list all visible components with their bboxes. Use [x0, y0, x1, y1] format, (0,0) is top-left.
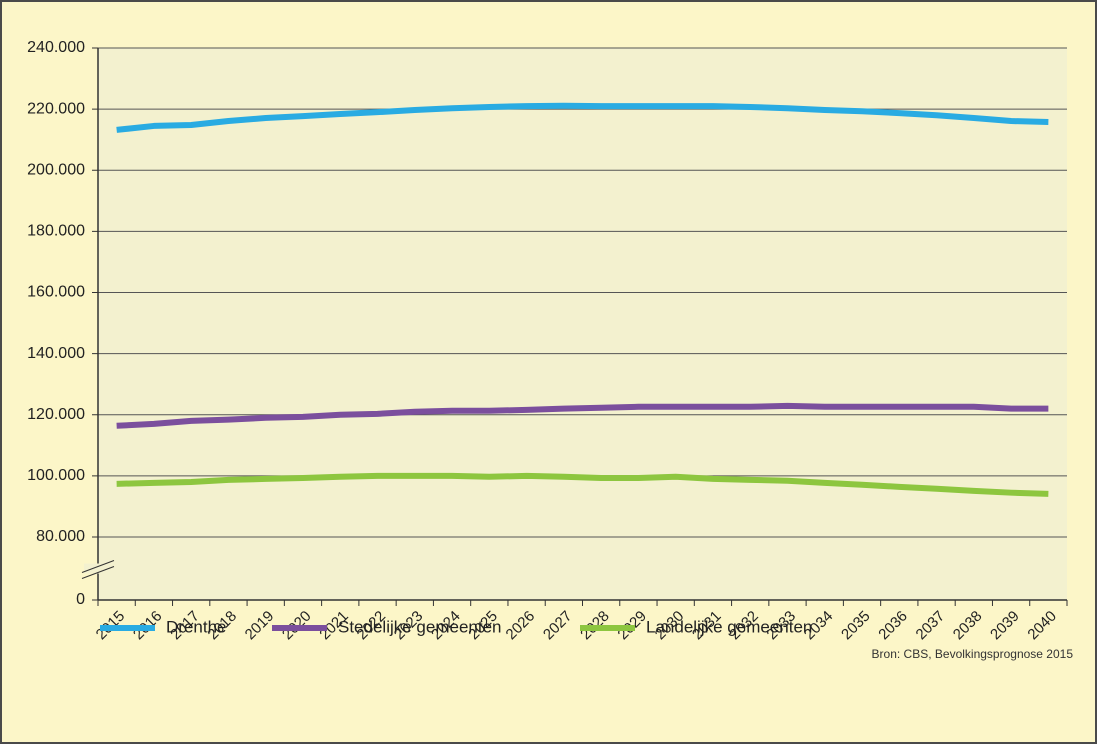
axis-break	[81, 560, 115, 573]
y-tick-label: 80.000	[36, 528, 85, 545]
y-tick-label: 140.000	[27, 345, 85, 362]
series-line	[116, 402, 1049, 429]
legend-label: Drenthe	[166, 617, 226, 636]
y-tick-label: 180.000	[27, 223, 85, 240]
y-tick-label: 120.000	[27, 406, 85, 423]
series-line	[116, 102, 1049, 133]
legend-label: Landelijke gemeenten	[646, 617, 812, 636]
plot-area	[98, 48, 1067, 600]
legend-label: Stedelijke gemeenten	[338, 617, 502, 636]
y-tick-label: 160.000	[27, 284, 85, 301]
y-tick-label: 220.000	[27, 100, 85, 117]
axis-break	[81, 566, 115, 579]
y-tick-label: 100.000	[27, 467, 85, 484]
series-line	[116, 472, 1049, 497]
y-tick-label: 200.000	[27, 161, 85, 178]
source: Bron: CBS, Bevolkingsprognose 2015	[872, 647, 1074, 661]
axis-break-gap	[84, 563, 112, 574]
y-tick-label: 0	[76, 591, 85, 608]
y-tick-label: 240.000	[27, 39, 85, 56]
